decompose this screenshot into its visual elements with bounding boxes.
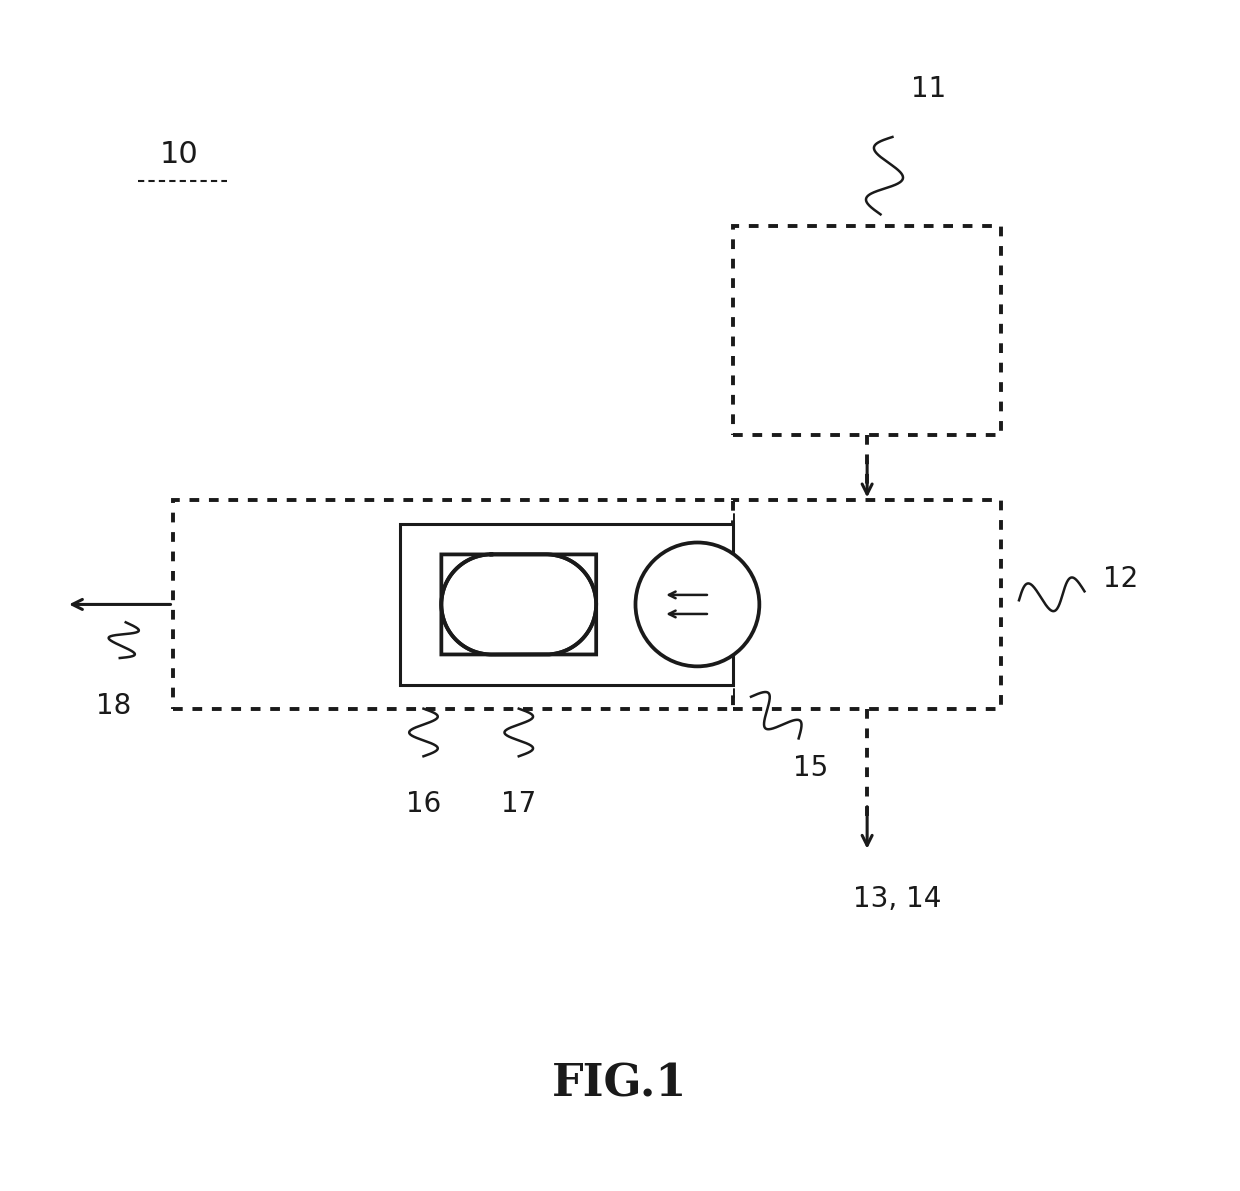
- FancyBboxPatch shape: [441, 555, 596, 655]
- Text: 18: 18: [97, 692, 131, 719]
- Bar: [733, 226, 1001, 435]
- Bar: [399, 524, 733, 685]
- Text: 16: 16: [405, 790, 441, 818]
- Text: 15: 15: [792, 754, 828, 782]
- Bar: [733, 500, 1001, 709]
- Text: 13, 14: 13, 14: [853, 885, 941, 913]
- Text: 11: 11: [910, 75, 946, 104]
- Text: 10: 10: [160, 141, 198, 169]
- Text: 12: 12: [1102, 566, 1138, 593]
- Circle shape: [635, 543, 759, 667]
- Text: FIG.1: FIG.1: [552, 1062, 688, 1105]
- Text: 17: 17: [501, 790, 537, 818]
- Bar: [174, 500, 733, 709]
- Polygon shape: [441, 555, 596, 655]
